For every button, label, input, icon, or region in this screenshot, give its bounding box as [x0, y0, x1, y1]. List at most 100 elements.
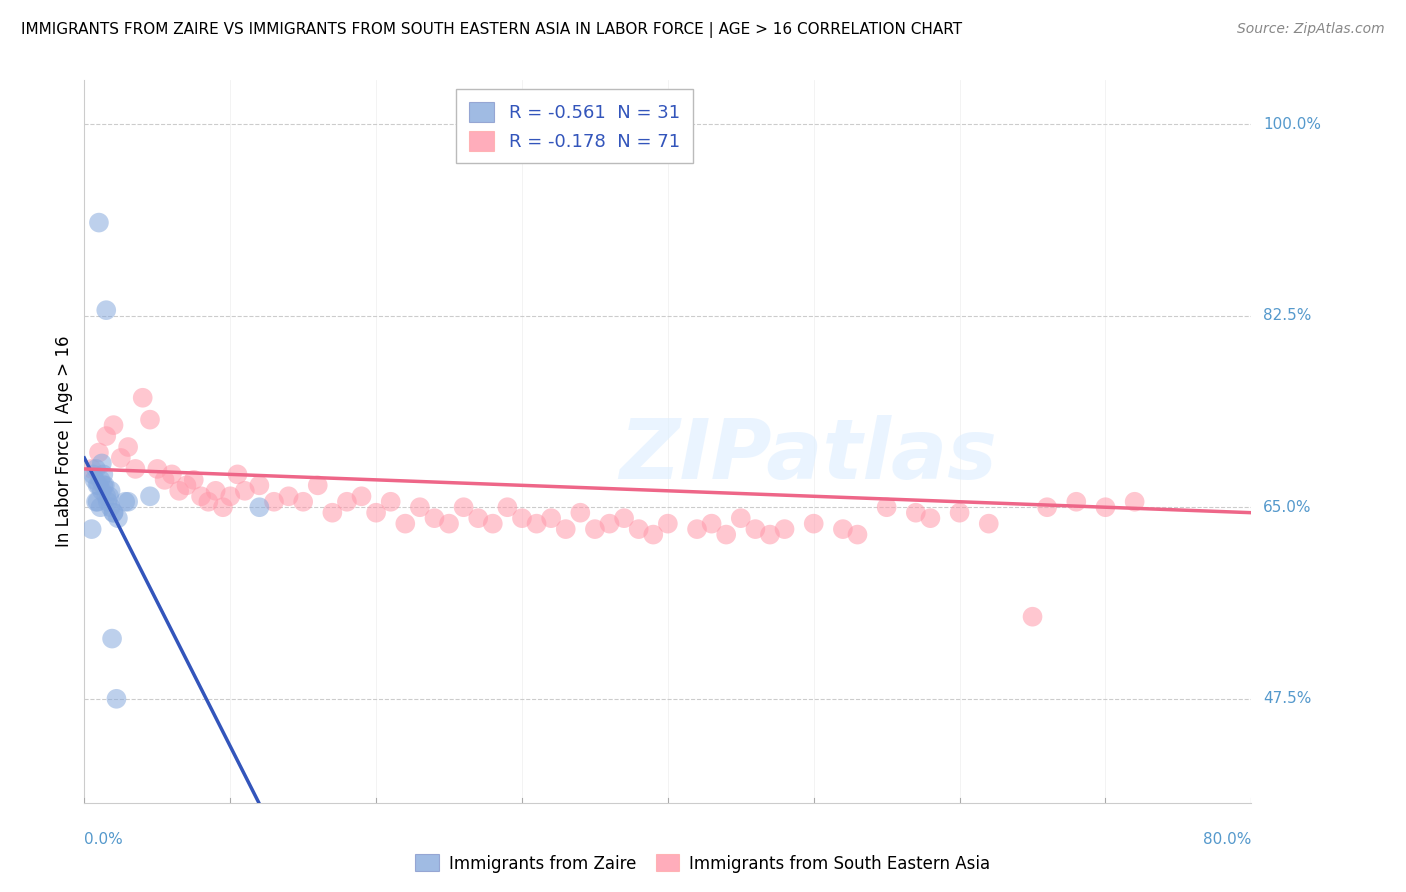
- Text: 65.0%: 65.0%: [1263, 500, 1312, 515]
- Point: [97, 494, 120, 508]
- Point: [204, 483, 226, 498]
- Point: [759, 527, 782, 541]
- Text: Source: ZipAtlas.com: Source: ZipAtlas.com: [1237, 22, 1385, 37]
- Point: [1094, 500, 1116, 515]
- Point: [89, 500, 111, 515]
- Point: [366, 506, 388, 520]
- Point: [977, 516, 1000, 531]
- Point: [583, 522, 606, 536]
- Point: [98, 489, 121, 503]
- Point: [686, 522, 709, 536]
- Legend: R = -0.561  N = 31, R = -0.178  N = 71: R = -0.561 N = 31, R = -0.178 N = 71: [457, 89, 693, 163]
- Point: [409, 500, 432, 515]
- Point: [350, 489, 373, 503]
- Point: [96, 303, 118, 318]
- Point: [233, 483, 256, 498]
- Point: [423, 511, 446, 525]
- Point: [773, 522, 796, 536]
- Point: [467, 511, 489, 525]
- Point: [437, 516, 460, 531]
- Point: [599, 516, 621, 531]
- Point: [167, 483, 190, 498]
- Point: [101, 632, 124, 646]
- Point: [89, 473, 111, 487]
- Point: [803, 516, 825, 531]
- Text: ZIPatlas: ZIPatlas: [619, 416, 997, 497]
- Point: [105, 691, 128, 706]
- Point: [183, 473, 205, 487]
- Point: [700, 516, 723, 531]
- Point: [730, 511, 752, 525]
- Point: [153, 473, 176, 487]
- Point: [249, 478, 271, 492]
- Point: [90, 483, 112, 498]
- Point: [876, 500, 898, 515]
- Point: [277, 489, 299, 503]
- Point: [110, 450, 132, 465]
- Point: [96, 429, 118, 443]
- Point: [219, 489, 242, 503]
- Point: [103, 418, 125, 433]
- Point: [87, 216, 110, 230]
- Point: [87, 445, 110, 459]
- Text: 0.0%: 0.0%: [84, 831, 124, 847]
- Point: [510, 511, 533, 525]
- Point: [321, 506, 343, 520]
- Legend: Immigrants from Zaire, Immigrants from South Eastern Asia: Immigrants from Zaire, Immigrants from S…: [409, 847, 997, 880]
- Point: [1036, 500, 1059, 515]
- Point: [249, 500, 271, 515]
- Point: [394, 516, 416, 531]
- Point: [482, 516, 505, 531]
- Point: [91, 478, 114, 492]
- Point: [146, 462, 169, 476]
- Text: IMMIGRANTS FROM ZAIRE VS IMMIGRANTS FROM SOUTH EASTERN ASIA IN LABOR FORCE | AGE: IMMIGRANTS FROM ZAIRE VS IMMIGRANTS FROM…: [21, 22, 962, 38]
- Point: [540, 511, 562, 525]
- Point: [307, 478, 329, 492]
- Point: [94, 478, 117, 492]
- Point: [83, 473, 105, 487]
- Point: [139, 489, 162, 503]
- Point: [496, 500, 519, 515]
- Point: [744, 522, 766, 536]
- Point: [91, 467, 114, 482]
- Point: [336, 494, 359, 508]
- Point: [107, 511, 129, 525]
- Point: [380, 494, 402, 508]
- Point: [84, 462, 107, 476]
- Y-axis label: In Labor Force | Age > 16: In Labor Force | Age > 16: [55, 335, 73, 548]
- Point: [846, 527, 869, 541]
- Point: [716, 527, 738, 541]
- Point: [1066, 494, 1088, 508]
- Point: [96, 489, 118, 503]
- Point: [949, 506, 972, 520]
- Point: [212, 500, 235, 515]
- Point: [86, 494, 108, 508]
- Point: [100, 500, 122, 515]
- Point: [124, 462, 146, 476]
- Point: [292, 494, 315, 508]
- Point: [263, 494, 285, 508]
- Point: [100, 483, 122, 498]
- Point: [114, 494, 136, 508]
- Point: [627, 522, 650, 536]
- Point: [657, 516, 679, 531]
- Point: [103, 506, 125, 520]
- Text: 82.5%: 82.5%: [1263, 308, 1312, 323]
- Point: [117, 440, 139, 454]
- Point: [84, 494, 107, 508]
- Point: [526, 516, 548, 531]
- Point: [904, 506, 927, 520]
- Text: 100.0%: 100.0%: [1263, 117, 1322, 131]
- Point: [80, 522, 103, 536]
- Point: [453, 500, 475, 515]
- Point: [190, 489, 212, 503]
- Point: [117, 494, 139, 508]
- Point: [90, 457, 112, 471]
- Text: 47.5%: 47.5%: [1263, 691, 1312, 706]
- Point: [197, 494, 219, 508]
- Point: [554, 522, 576, 536]
- Point: [1123, 494, 1146, 508]
- Point: [569, 506, 592, 520]
- Point: [103, 506, 125, 520]
- Point: [139, 412, 162, 426]
